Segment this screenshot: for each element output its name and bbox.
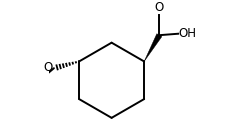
Polygon shape [144, 34, 162, 61]
Text: O: O [44, 61, 53, 74]
Text: OH: OH [179, 27, 197, 40]
Text: O: O [155, 1, 164, 14]
